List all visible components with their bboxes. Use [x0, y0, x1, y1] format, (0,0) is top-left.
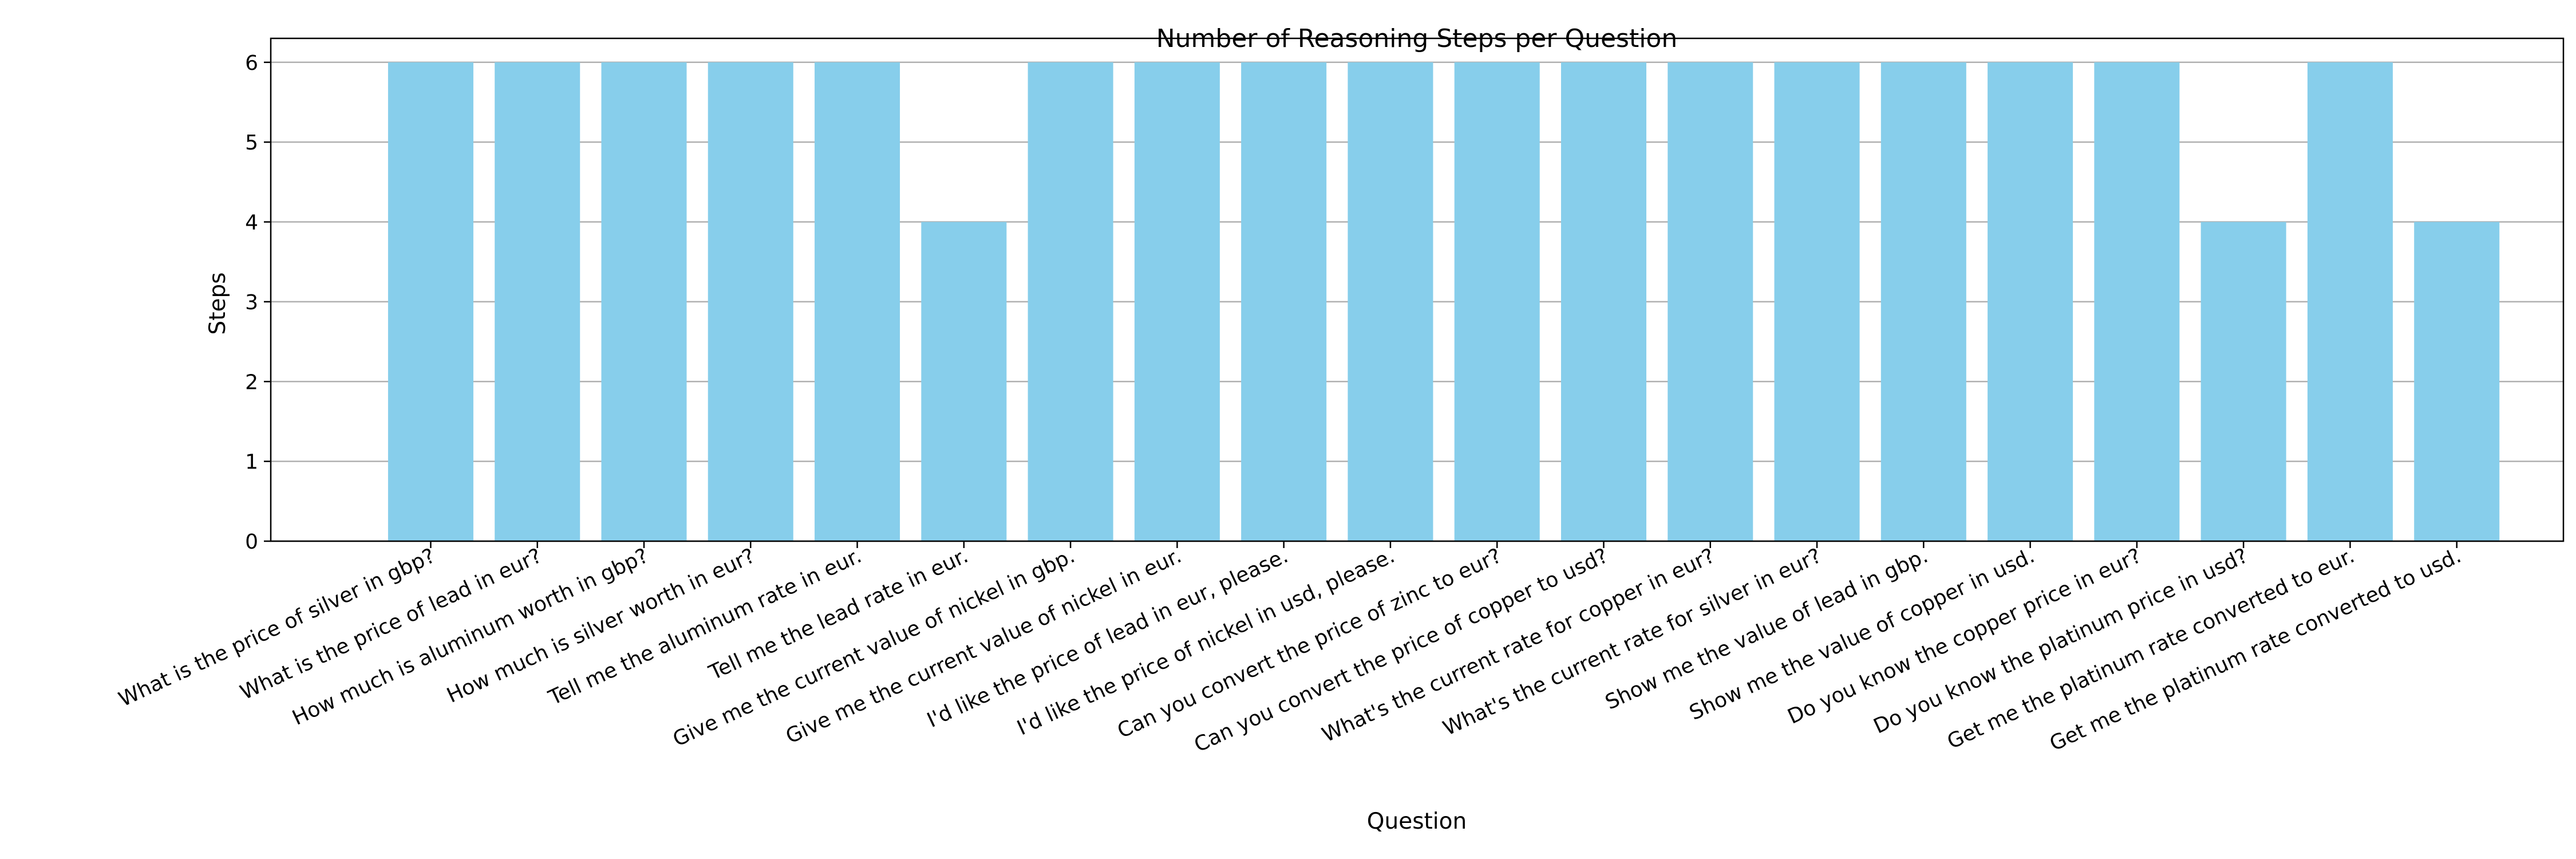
bar — [708, 62, 793, 542]
x-axis-label: Question — [1367, 809, 1467, 834]
x-axis-ticks: What is the price of silver in gbp?What … — [115, 541, 2465, 757]
bar — [1348, 62, 1433, 542]
y-axis-ticks: 0 1 2 3 4 5 6 — [245, 52, 271, 554]
y-axis-label: Steps — [205, 272, 231, 334]
plot-area-frame — [270, 37, 2565, 542]
bar — [2414, 222, 2500, 541]
bars — [388, 62, 2500, 542]
bar — [2094, 62, 2180, 542]
bar — [1988, 62, 2073, 542]
bar — [1774, 62, 1860, 542]
bar — [2200, 222, 2286, 541]
bar — [1241, 62, 1327, 542]
y-tick-label: 1 — [245, 451, 258, 474]
y-tick-label: 2 — [245, 371, 258, 394]
bar — [815, 62, 900, 542]
bar — [1134, 62, 1220, 542]
bar — [1454, 62, 1540, 542]
bar — [1668, 62, 1753, 542]
bar — [1560, 62, 1646, 542]
bar — [921, 222, 1007, 541]
bar — [388, 62, 473, 542]
bar — [2307, 62, 2393, 542]
y-tick-label: 4 — [245, 211, 258, 235]
y-tick-label: 0 — [245, 530, 258, 554]
y-tick-label: 5 — [245, 131, 258, 155]
y-tick-label: 6 — [245, 52, 258, 75]
bar — [495, 62, 580, 542]
bar — [601, 62, 687, 542]
bar — [1880, 62, 1966, 542]
x-tick-label: Can you convert the price of zinc to eur… — [1114, 544, 1505, 743]
bar — [1028, 62, 1113, 542]
y-tick-label: 3 — [245, 291, 258, 314]
